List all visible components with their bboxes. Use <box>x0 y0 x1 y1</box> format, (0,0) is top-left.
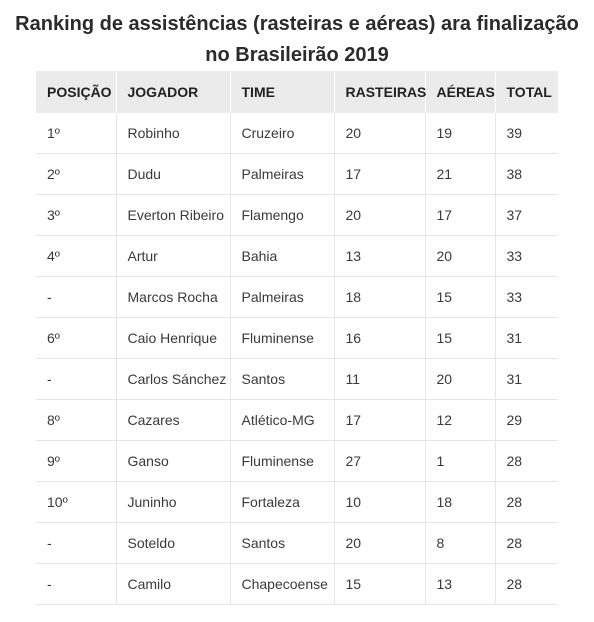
table-row: 1º Robinho Cruzeiro 20 19 39 <box>36 113 558 154</box>
cell-posicao: 6º <box>36 317 117 359</box>
cell-aereas: 8 <box>425 522 496 564</box>
cell-time: Chapecoense <box>230 563 335 605</box>
cell-jogador: Cazares <box>116 399 231 441</box>
cell-rasteiras: 20 <box>334 113 426 154</box>
cell-rasteiras: 18 <box>334 276 426 318</box>
cell-time: Fluminense <box>230 440 335 482</box>
cell-rasteiras: 20 <box>334 194 426 236</box>
header-aereas: AÉREAS <box>425 71 496 113</box>
page-title: Ranking de assistências (rasteiras e aér… <box>15 13 579 66</box>
cell-total: 39 <box>495 113 558 154</box>
cell-aereas: 1 <box>425 440 496 482</box>
cell-aereas: 17 <box>425 194 496 236</box>
cell-jogador: Carlos Sánchez <box>116 358 231 400</box>
cell-time: Flamengo <box>230 194 335 236</box>
cell-jogador: Caio Henrique <box>116 317 231 359</box>
cell-rasteiras: 15 <box>334 563 426 605</box>
ranking-table: POSIÇÃO JOGADOR TIME RASTEIRAS AÉREAS TO… <box>36 71 558 605</box>
table-row: 8º Cazares Atlético-MG 17 12 29 <box>36 399 558 441</box>
cell-aereas: 20 <box>425 235 496 277</box>
cell-total: 29 <box>495 399 558 441</box>
cell-jogador: Everton Ribeiro <box>116 194 231 236</box>
cell-jogador: Artur <box>116 235 231 277</box>
cell-jogador: Camilo <box>116 563 231 605</box>
cell-aereas: 13 <box>425 563 496 605</box>
cell-jogador: Robinho <box>116 113 231 154</box>
cell-rasteiras: 13 <box>334 235 426 277</box>
cell-rasteiras: 11 <box>334 358 426 400</box>
cell-time: Cruzeiro <box>230 113 335 154</box>
ranking-table-container: POSIÇÃO JOGADOR TIME RASTEIRAS AÉREAS TO… <box>36 71 558 605</box>
cell-jogador: Soteldo <box>116 522 231 564</box>
table-body: 1º Robinho Cruzeiro 20 19 39 2º Dudu Palmeiras 17… <box>36 113 558 605</box>
cell-time: Bahia <box>230 235 335 277</box>
cell-posicao: 10º <box>36 481 117 523</box>
cell-total: 33 <box>495 235 558 277</box>
cell-aereas: 12 <box>425 399 496 441</box>
cell-total: 38 <box>495 153 558 195</box>
header-posicao: POSIÇÃO <box>36 71 117 113</box>
header-row: POSIÇÃO JOGADOR TIME RASTEIRAS AÉREAS TO… <box>36 71 558 113</box>
cell-time: Fluminense <box>230 317 335 359</box>
cell-time: Atlético-MG <box>230 399 335 441</box>
table-row: 6º Caio Henrique Fluminense 16 15 31 <box>36 317 558 359</box>
cell-aereas: 19 <box>425 113 496 154</box>
table-row: - Camilo Chapecoense 15 13 28 <box>36 563 558 605</box>
cell-rasteiras: 20 <box>334 522 426 564</box>
cell-aereas: 18 <box>425 481 496 523</box>
table-row: - Carlos Sánchez Santos 11 20 31 <box>36 358 558 400</box>
cell-aereas: 21 <box>425 153 496 195</box>
table-row: 10º Juninho Fortaleza 10 18 28 <box>36 481 558 523</box>
cell-posicao: - <box>36 522 117 564</box>
table-row: 4º Artur Bahia 13 20 33 <box>36 235 558 277</box>
cell-time: Santos <box>230 522 335 564</box>
header-total: TOTAL <box>495 71 558 113</box>
cell-posicao: 1º <box>36 113 117 154</box>
cell-posicao: - <box>36 563 117 605</box>
cell-jogador: Ganso <box>116 440 231 482</box>
cell-total: 31 <box>495 358 558 400</box>
cell-time: Santos <box>230 358 335 400</box>
header-jogador: JOGADOR <box>116 71 231 113</box>
cell-total: 31 <box>495 317 558 359</box>
cell-total: 28 <box>495 522 558 564</box>
cell-jogador: Juninho <box>116 481 231 523</box>
cell-time: Palmeiras <box>230 276 335 318</box>
cell-total: 28 <box>495 563 558 605</box>
cell-rasteiras: 16 <box>334 317 426 359</box>
cell-total: 37 <box>495 194 558 236</box>
cell-jogador: Dudu <box>116 153 231 195</box>
table-row: 3º Everton Ribeiro Flamengo 20 17 37 <box>36 194 558 236</box>
cell-aereas: 15 <box>425 317 496 359</box>
table-row: - Marcos Rocha Palmeiras 18 15 33 <box>36 276 558 318</box>
cell-aereas: 20 <box>425 358 496 400</box>
header-time: TIME <box>230 71 335 113</box>
cell-total: 28 <box>495 481 558 523</box>
cell-total: 33 <box>495 276 558 318</box>
cell-posicao: 3º <box>36 194 117 236</box>
cell-aereas: 15 <box>425 276 496 318</box>
cell-posicao: - <box>36 276 117 318</box>
header-rasteiras: RASTEIRAS <box>334 71 426 113</box>
cell-rasteiras: 27 <box>334 440 426 482</box>
table-row: 2º Dudu Palmeiras 17 21 38 <box>36 153 558 195</box>
cell-rasteiras: 17 <box>334 399 426 441</box>
cell-posicao: 9º <box>36 440 117 482</box>
cell-time: Fortaleza <box>230 481 335 523</box>
table-row: - Soteldo Santos 20 8 28 <box>36 522 558 564</box>
cell-posicao: 8º <box>36 399 117 441</box>
cell-rasteiras: 17 <box>334 153 426 195</box>
table-row: 9º Ganso Fluminense 27 1 28 <box>36 440 558 482</box>
cell-posicao: - <box>36 358 117 400</box>
cell-time: Palmeiras <box>230 153 335 195</box>
cell-total: 28 <box>495 440 558 482</box>
cell-posicao: 4º <box>36 235 117 277</box>
cell-jogador: Marcos Rocha <box>116 276 231 318</box>
cell-posicao: 2º <box>36 153 117 195</box>
table-header: POSIÇÃO JOGADOR TIME RASTEIRAS AÉREAS TO… <box>36 71 558 113</box>
cell-rasteiras: 10 <box>334 481 426 523</box>
